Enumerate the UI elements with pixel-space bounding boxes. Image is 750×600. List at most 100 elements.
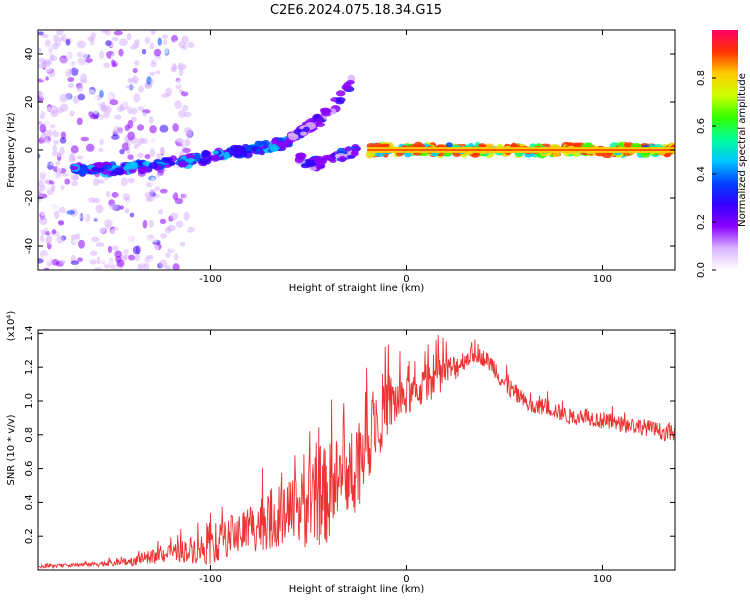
spectrogram-cell [55, 60, 62, 69]
spectrogram-cell [61, 172, 69, 177]
spectrogram-cell [46, 205, 55, 211]
spectrogram-cell [232, 151, 243, 158]
spectrogram-cell [67, 77, 75, 83]
spectrogram-cell [187, 157, 194, 164]
spectrogram-cell [159, 259, 168, 268]
spectrogram-cell [144, 36, 150, 44]
spectrogram-cell [110, 228, 118, 237]
spectrogram-cell [111, 191, 119, 198]
spectrogram-cell [130, 64, 138, 69]
colorbar-bar [712, 30, 738, 270]
spectrogram-cell [59, 137, 67, 144]
spectrogram-cell [138, 137, 146, 144]
spectrogram-cell [159, 218, 167, 225]
spectrogram-cell [165, 252, 171, 258]
spectrogram-cell [133, 183, 141, 192]
spectrogram-cell [182, 86, 191, 93]
spectrogram-cell [99, 255, 107, 260]
spectrogram-cell [105, 190, 111, 198]
spectrogram-cell [128, 254, 135, 261]
spectrogram-cell [98, 147, 104, 153]
spectrogram-cell [148, 219, 154, 228]
spectrogram-cell [134, 60, 140, 66]
spectrogram-cell [255, 147, 262, 154]
spectrogram-cell [150, 176, 156, 186]
spectrogram-cell [46, 235, 53, 243]
y-axis-label: SNR (10 * v/v) [6, 414, 17, 485]
spectrogram-cell [83, 30, 93, 38]
spectrogram-cell [78, 206, 84, 213]
spectrogram-cell [89, 241, 94, 248]
spectrogram-cell [93, 267, 102, 270]
spectrogram-cell [92, 94, 98, 103]
spectrogram-cell [229, 144, 240, 152]
spectrogram-cell [165, 200, 172, 210]
spectrogram-cell [315, 161, 323, 170]
spectrogram-cell [125, 233, 134, 242]
y-tick-label: -40 [24, 238, 35, 254]
spectrogram-cell [105, 40, 112, 47]
spectrogram-cell [85, 58, 93, 63]
x-tick-label: 100 [593, 274, 612, 285]
spectrogram-cell [66, 223, 74, 228]
spectrogram-cell [118, 48, 124, 57]
spectrogram-cell [166, 178, 171, 184]
spectrogram-cell [38, 216, 48, 226]
spectrogram-cell [168, 160, 176, 166]
spectrogram-cell [73, 62, 81, 70]
spectrogram-cell [69, 266, 74, 270]
spectrogram-cell [40, 167, 47, 175]
spectrogram-cell [212, 150, 219, 155]
spectrogram-cell [64, 87, 73, 95]
spectrogram-cell [114, 250, 122, 258]
spectrogram-cell [159, 188, 168, 194]
spectrogram-cell [176, 138, 182, 143]
spectrogram-cell [142, 57, 147, 65]
spectrogram-cell [50, 124, 56, 129]
y-tick-label: 0 [24, 147, 35, 153]
y-tick-label: 20 [24, 96, 35, 109]
spectrogram-cell [223, 151, 230, 160]
spectrogram-cell [165, 108, 173, 115]
spectrogram-cell [77, 93, 86, 101]
spectrogram-cell [201, 149, 210, 158]
spectrogram-cell [137, 152, 144, 159]
spectrogram-cell [56, 30, 64, 36]
spectrogram-cell [40, 76, 47, 81]
spectrogram-cell [53, 34, 60, 43]
spectrogram-cell [149, 125, 157, 134]
spectrogram-cell [38, 192, 43, 199]
spectrogram-cell [84, 202, 91, 211]
spectrogram-cell [211, 154, 220, 162]
spectrogram-cell [132, 67, 138, 74]
spectrogram-cell [46, 212, 55, 222]
spectrogram-cell [70, 260, 80, 265]
spectrogram-cell [109, 99, 119, 106]
spectrogram-cell [181, 119, 190, 125]
spectrogram-cell [46, 106, 53, 112]
spectrogram-cell [137, 106, 145, 111]
spectrogram-cell [148, 102, 158, 109]
spectrogram-cell [71, 67, 79, 76]
spectrogram-cell [51, 173, 57, 182]
spectrogram-cell [103, 164, 113, 170]
spectrogram-cell [148, 258, 154, 268]
spectrogram-cell [176, 229, 183, 235]
y-tick-label: 0.2 [24, 528, 35, 544]
spectrogram-cell [133, 143, 139, 150]
spectrogram-cell [315, 117, 323, 126]
spectrogram-cell [111, 58, 116, 68]
y-tick-label: 1.2 [24, 359, 35, 375]
spectrogram-cell [100, 30, 109, 34]
spectrogram-cell [121, 142, 130, 151]
spectrogram-cell [141, 63, 150, 72]
spectrogram-cell [99, 138, 104, 146]
spectrogram-cell [38, 63, 45, 69]
spectrogram-cell [194, 153, 201, 161]
spectrogram-cell [162, 48, 169, 55]
spectrogram-cell [70, 145, 79, 154]
spectrogram-cell [199, 157, 209, 165]
spectrogram-cell [168, 234, 174, 243]
spectrogram-cell [53, 210, 60, 219]
spectrogram-cell [118, 71, 126, 79]
